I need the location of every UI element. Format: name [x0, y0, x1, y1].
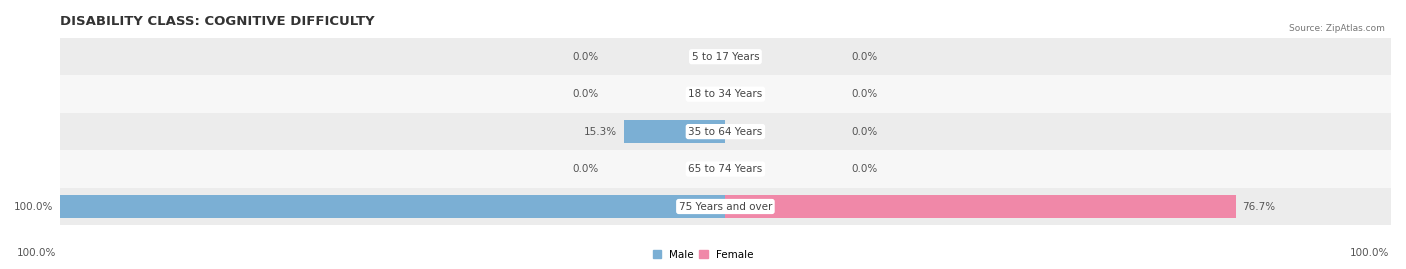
- Text: 0.0%: 0.0%: [572, 52, 599, 62]
- Text: 100.0%: 100.0%: [14, 201, 53, 211]
- Text: 0.0%: 0.0%: [852, 52, 879, 62]
- Bar: [60, 188, 1391, 225]
- Bar: [60, 150, 1391, 188]
- Text: 15.3%: 15.3%: [583, 127, 617, 137]
- Text: 75 Years and over: 75 Years and over: [679, 201, 772, 211]
- Bar: [725, 195, 1236, 218]
- Text: 5 to 17 Years: 5 to 17 Years: [692, 52, 759, 62]
- Bar: [60, 75, 1391, 113]
- Legend: Male, Female: Male, Female: [648, 245, 758, 264]
- Text: 76.7%: 76.7%: [1243, 201, 1275, 211]
- Text: 0.0%: 0.0%: [572, 164, 599, 174]
- Bar: [60, 195, 725, 218]
- Text: 0.0%: 0.0%: [852, 89, 879, 99]
- Text: 35 to 64 Years: 35 to 64 Years: [689, 127, 762, 137]
- Text: 0.0%: 0.0%: [572, 89, 599, 99]
- Text: 0.0%: 0.0%: [852, 164, 879, 174]
- Text: 18 to 34 Years: 18 to 34 Years: [689, 89, 762, 99]
- Text: Source: ZipAtlas.com: Source: ZipAtlas.com: [1289, 24, 1385, 33]
- Text: 100.0%: 100.0%: [17, 248, 56, 258]
- Text: 65 to 74 Years: 65 to 74 Years: [689, 164, 762, 174]
- Bar: [60, 38, 1391, 75]
- Bar: [624, 120, 725, 143]
- Text: 100.0%: 100.0%: [1350, 248, 1389, 258]
- Bar: [60, 113, 1391, 150]
- Text: DISABILITY CLASS: COGNITIVE DIFFICULTY: DISABILITY CLASS: COGNITIVE DIFFICULTY: [60, 15, 374, 28]
- Text: 0.0%: 0.0%: [852, 127, 879, 137]
